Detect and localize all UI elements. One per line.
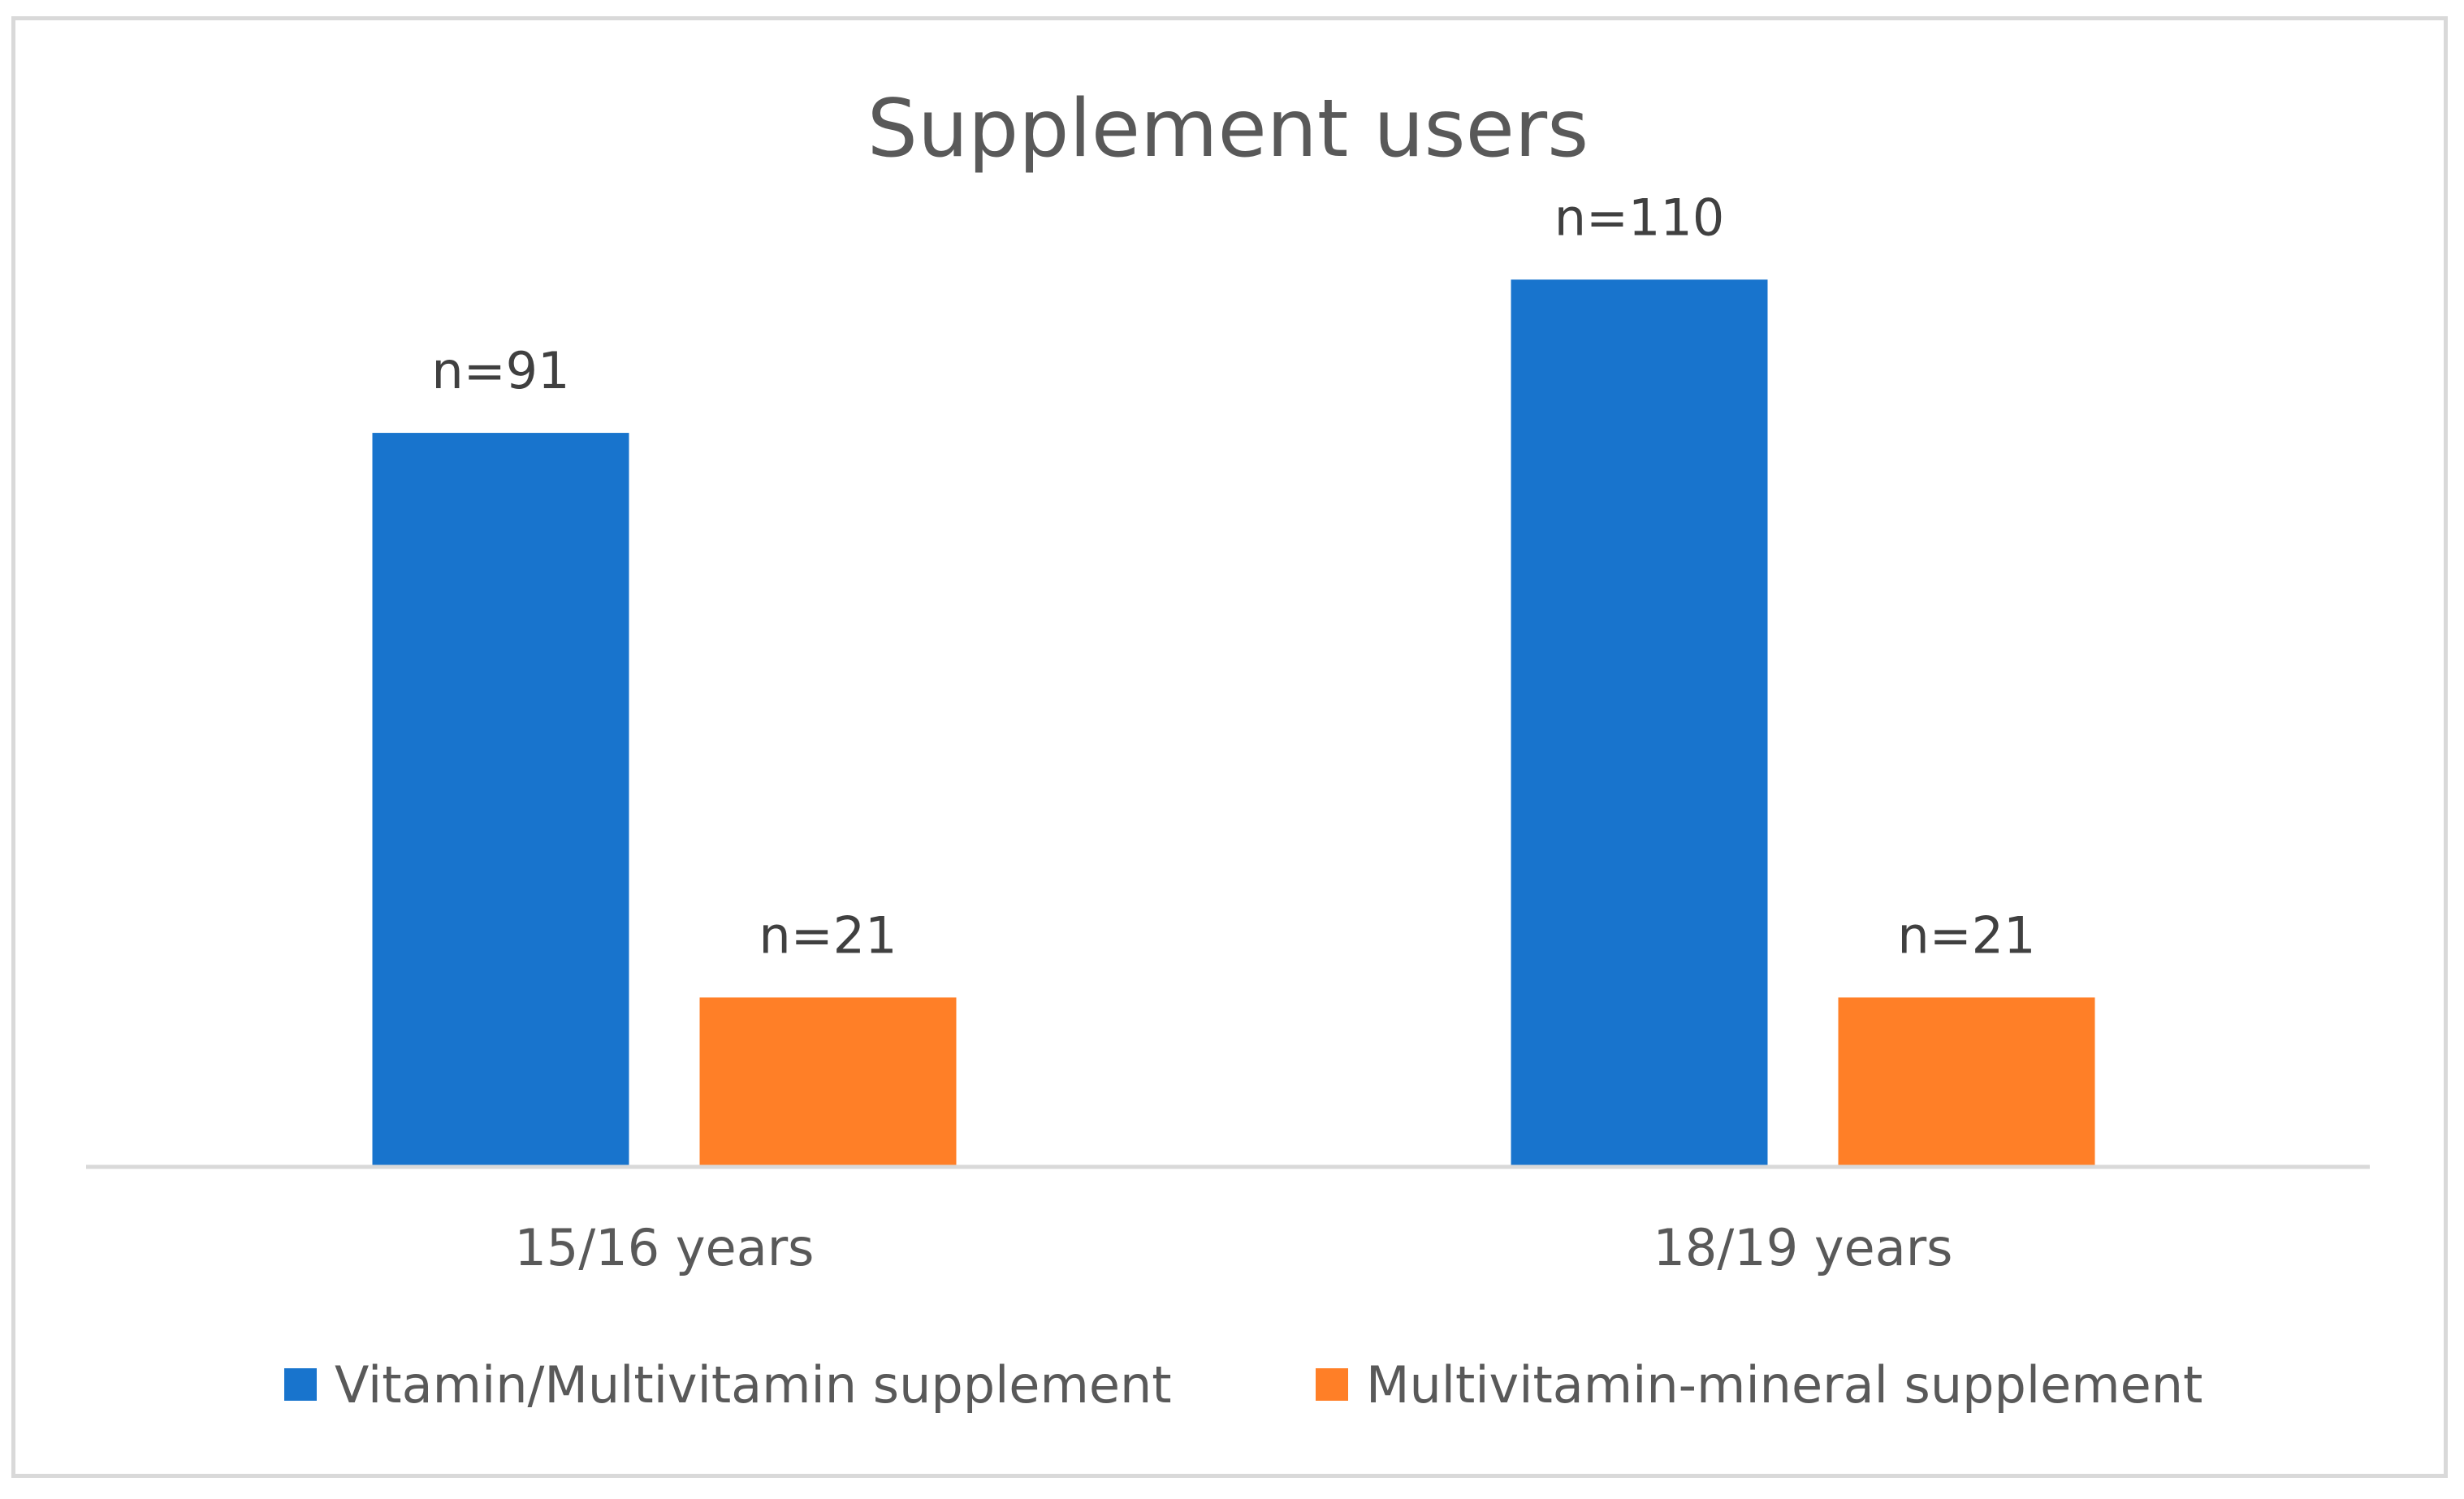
legend-swatch-2 (1316, 1368, 1348, 1401)
category-label-2: 18/19 years (1653, 1218, 1952, 1277)
legend-entry-2: Multivitamin-mineral supplement (1316, 1355, 2202, 1415)
legend-label-2: Multivitamin-mineral supplement (1366, 1355, 2202, 1415)
chart-title: Supplement users (867, 83, 1589, 175)
data-label-1-1: n=91 (431, 341, 569, 400)
bars-layer (372, 279, 2095, 1167)
bar-1-2 (1511, 279, 1768, 1167)
legend-swatch-1 (284, 1368, 317, 1401)
bar-2-2 (1838, 997, 2095, 1167)
data-labels-layer: n=91 n=21 n=110 n=21 (431, 188, 2035, 965)
bar-1-1 (372, 433, 629, 1167)
bar-2-1 (699, 997, 957, 1167)
category-label-1: 15/16 years (514, 1218, 814, 1277)
data-label-2-1: n=21 (759, 905, 897, 965)
legend-entry-1: Vitamin/Multivitamin supplement (284, 1355, 1172, 1415)
legend-label-1: Vitamin/Multivitamin supplement (335, 1355, 1172, 1415)
data-label-1-2: n=110 (1554, 188, 1725, 247)
data-label-2-2: n=21 (1897, 905, 2035, 965)
legend: Vitamin/Multivitamin supplement Multivita… (284, 1355, 2202, 1415)
category-tick-labels: 15/16 years 18/19 years (514, 1218, 1952, 1277)
